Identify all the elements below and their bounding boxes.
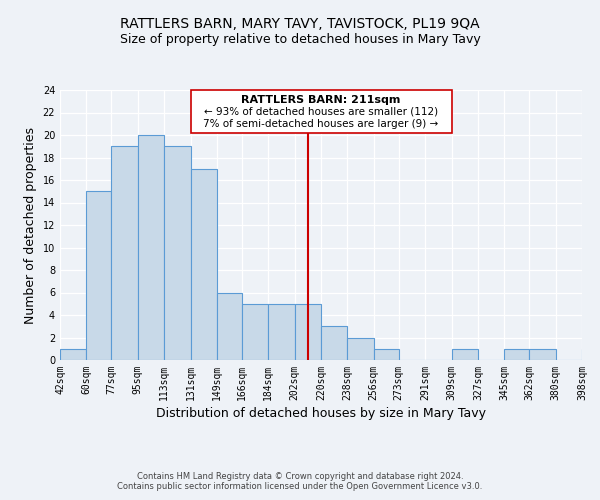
Bar <box>504 349 529 360</box>
Bar <box>191 169 217 360</box>
Bar <box>347 338 374 360</box>
Bar <box>60 349 86 360</box>
Bar <box>86 191 112 360</box>
Y-axis label: Number of detached properties: Number of detached properties <box>24 126 37 324</box>
Bar <box>242 304 268 360</box>
Text: ← 93% of detached houses are smaller (112): ← 93% of detached houses are smaller (11… <box>204 107 438 117</box>
Bar <box>321 326 347 360</box>
X-axis label: Distribution of detached houses by size in Mary Tavy: Distribution of detached houses by size … <box>156 407 486 420</box>
Text: Contains HM Land Registry data © Crown copyright and database right 2024.: Contains HM Land Registry data © Crown c… <box>137 472 463 481</box>
Text: RATTLERS BARN: 211sqm: RATTLERS BARN: 211sqm <box>241 95 401 105</box>
FancyBboxPatch shape <box>191 90 452 132</box>
Bar <box>164 146 191 360</box>
Bar <box>138 135 164 360</box>
Bar <box>374 349 399 360</box>
Bar <box>529 349 556 360</box>
Bar <box>452 349 478 360</box>
Text: RATTLERS BARN, MARY TAVY, TAVISTOCK, PL19 9QA: RATTLERS BARN, MARY TAVY, TAVISTOCK, PL1… <box>120 18 480 32</box>
Bar <box>582 349 600 360</box>
Text: Contains public sector information licensed under the Open Government Licence v3: Contains public sector information licen… <box>118 482 482 491</box>
Bar <box>268 304 295 360</box>
Text: 7% of semi-detached houses are larger (9) →: 7% of semi-detached houses are larger (9… <box>203 118 439 128</box>
Bar <box>295 304 321 360</box>
Bar <box>112 146 138 360</box>
Text: Size of property relative to detached houses in Mary Tavy: Size of property relative to detached ho… <box>119 32 481 46</box>
Bar <box>217 292 242 360</box>
